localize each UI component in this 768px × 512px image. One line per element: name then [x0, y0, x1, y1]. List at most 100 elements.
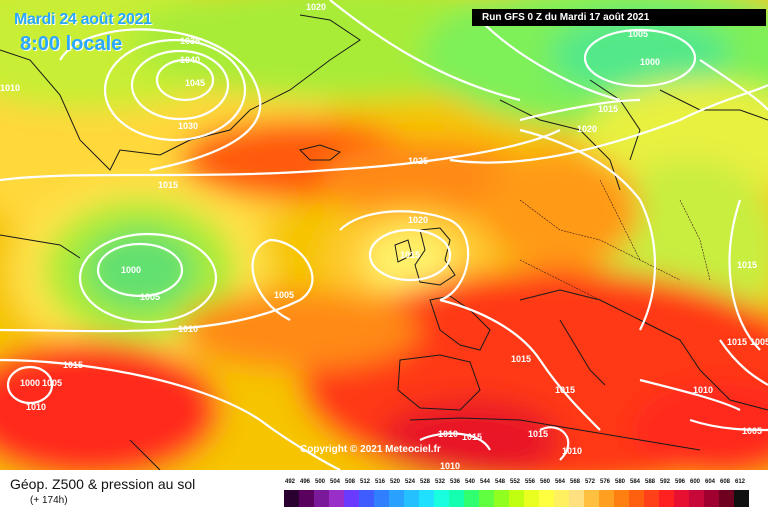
scale-swatch: [674, 490, 689, 507]
copyright: Copyright © 2021 Meteociel.fr: [300, 444, 441, 455]
pressure-label: 1025: [408, 156, 428, 166]
scale-tick-label: 588: [645, 479, 656, 485]
scale-tick-label: 544: [480, 479, 491, 485]
isobars: [0, 0, 768, 470]
pressure-label: 1005: [742, 426, 762, 436]
scale-tick-label: 532: [435, 479, 446, 485]
scale-swatch: [419, 490, 434, 507]
scale-tick-label: 600: [690, 479, 701, 485]
scale-swatch: [374, 490, 389, 507]
scale-tick-label: 556: [525, 479, 536, 485]
forecast-map: 1020 1010 1035 1040 1045 1030 1015 1025 …: [0, 0, 768, 470]
map-caption-title: Géop. Z500 & pression au sol: [10, 476, 196, 492]
pressure-label: 1015: [598, 104, 618, 114]
pressure-label: 1020: [577, 124, 597, 134]
pressure-label: 1015: [400, 250, 420, 260]
pressure-label: 1005: [750, 337, 768, 347]
forecast-time: 8:00 locale: [20, 33, 123, 55]
run-info: Run GFS 0 Z du Mardi 17 août 2021: [472, 9, 766, 26]
scale-swatch: [644, 490, 659, 507]
pressure-label-layer: 1020 1010 1035 1040 1045 1030 1015 1025 …: [0, 2, 768, 470]
pressure-label: 1010: [438, 429, 458, 439]
scale-swatch: [719, 490, 734, 507]
scale-swatch: [614, 490, 629, 507]
pressure-label: 1010: [693, 385, 713, 395]
scale-tick-label: 500: [315, 479, 326, 485]
scale-tick-label: 512: [360, 479, 371, 485]
pressure-label: 1005: [274, 290, 294, 300]
pressure-label: 1045: [185, 78, 205, 88]
pressure-label: 1015: [727, 337, 747, 347]
pressure-label: 1010: [562, 446, 582, 456]
scale-tick-label: 568: [570, 479, 581, 485]
legend-bar: Géop. Z500 & pression au sol (+ 174h) 49…: [0, 470, 768, 512]
pressure-label: 1020: [408, 215, 428, 225]
scale-swatch: [479, 490, 494, 507]
pressure-label: 1000: [20, 378, 40, 388]
scale-swatch: [734, 490, 749, 507]
scale-tick-label: 572: [585, 479, 596, 485]
scale-swatch: [569, 490, 584, 507]
pressure-label: 1015: [462, 432, 482, 442]
pressure-label: 1015: [737, 260, 757, 270]
scale-tick-label: 528: [420, 479, 431, 485]
pressure-label: 1010: [440, 461, 460, 470]
scale-tick-label: 540: [465, 479, 476, 485]
pressure-label: 1010: [0, 83, 20, 93]
scale-tick-label: 576: [600, 479, 611, 485]
scale-swatch: [344, 490, 359, 507]
scale-swatch: [299, 490, 314, 507]
scale-tick-label: 552: [510, 479, 521, 485]
scale-swatch: [524, 490, 539, 507]
scale-swatch: [449, 490, 464, 507]
scale-tick-label: 524: [405, 479, 416, 485]
scale-swatch: [464, 490, 479, 507]
scale-swatch: [284, 490, 299, 507]
pressure-label: 1015: [528, 429, 548, 439]
scale-tick-label: 608: [720, 479, 731, 485]
pressure-label: 1005: [42, 378, 62, 388]
scale-tick-label: 604: [705, 479, 716, 485]
pressure-label: 1020: [306, 2, 326, 12]
pressure-label: 1005: [140, 292, 160, 302]
scale-swatch: [434, 490, 449, 507]
scale-tick-label: 580: [615, 479, 626, 485]
scale-swatch: [704, 490, 719, 507]
scale-tick-label: 520: [390, 479, 401, 485]
pressure-label: 1005: [628, 29, 648, 39]
scale-swatch: [629, 490, 644, 507]
pressure-label: 1015: [63, 360, 83, 370]
scale-swatch: [509, 490, 524, 507]
pressure-label: 1015: [555, 385, 575, 395]
scale-swatch: [404, 490, 419, 507]
scale-tick-label: 596: [675, 479, 686, 485]
scale-swatch: [689, 490, 704, 507]
scale-tick-label: 548: [495, 479, 506, 485]
scale-swatch: [659, 490, 674, 507]
scale-swatch: [494, 490, 509, 507]
scale-swatch: [389, 490, 404, 507]
scale-tick-label: 496: [300, 479, 311, 485]
pressure-label: 1035: [180, 36, 200, 46]
scale-tick-label: 504: [330, 479, 341, 485]
forecast-date: Mardi 24 août 2021: [14, 11, 152, 28]
map-caption-subtitle: (+ 174h): [30, 495, 68, 506]
pressure-label: 1000: [121, 265, 141, 275]
pressure-label: 1000: [640, 57, 660, 67]
scale-swatch: [539, 490, 554, 507]
scale-swatch: [314, 490, 329, 507]
scale-tick-label: 592: [660, 479, 671, 485]
pressure-label: 1010: [26, 402, 46, 412]
scale-tick-label: 612: [735, 479, 746, 485]
scale-swatch: [554, 490, 569, 507]
borders: [519, 179, 711, 301]
pressure-label: 1010: [178, 324, 198, 334]
scale-tick-label: 560: [540, 479, 551, 485]
scale-tick-label: 536: [450, 479, 461, 485]
scale-swatch: [584, 490, 599, 507]
color-scale: 492 496 500 504 508 512 516 520 524 528 532 536 540 5…: [284, 479, 749, 507]
scale-tick-label: 564: [555, 479, 566, 485]
scale-swatch: [359, 490, 374, 507]
scale-swatch: [599, 490, 614, 507]
scale-swatch: [329, 490, 344, 507]
